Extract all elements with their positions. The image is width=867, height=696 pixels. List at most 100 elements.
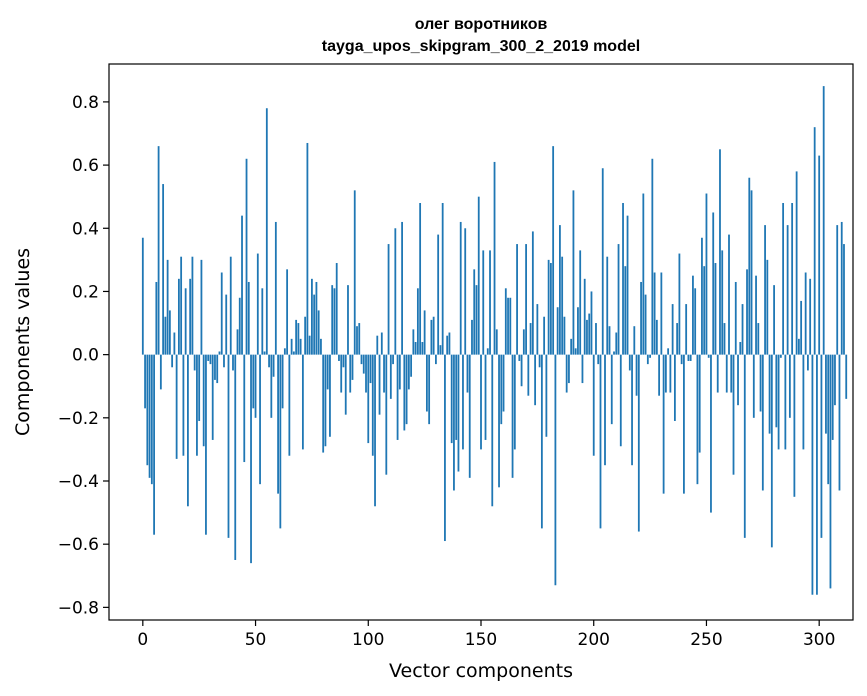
bar <box>369 354 372 384</box>
y-tick-label: 0.8 <box>72 93 99 113</box>
bar <box>455 354 458 440</box>
bar <box>520 354 523 387</box>
bar <box>238 297 241 355</box>
bar <box>367 354 370 444</box>
bar <box>834 354 836 406</box>
bar <box>788 354 791 418</box>
bar <box>457 354 460 472</box>
bar <box>274 221 277 355</box>
bar <box>159 354 162 390</box>
bar <box>412 329 415 355</box>
bar <box>637 354 640 532</box>
bar <box>432 316 435 355</box>
x-tick-label: 0 <box>137 630 148 650</box>
bar <box>800 300 803 355</box>
chart-subtitle: tayga_upos_skipgram_300_2_2019 model <box>322 38 640 55</box>
bar <box>216 354 219 384</box>
bar <box>617 244 620 355</box>
bar <box>220 272 223 355</box>
bar <box>311 278 313 355</box>
bar <box>822 86 825 355</box>
bar <box>773 285 775 355</box>
bar <box>793 354 796 497</box>
bar <box>633 326 636 355</box>
bar <box>755 275 757 355</box>
bar <box>649 354 651 358</box>
bar <box>360 354 363 365</box>
bar <box>734 281 737 355</box>
bar <box>509 297 512 355</box>
bar <box>646 354 649 365</box>
bar <box>252 354 255 409</box>
bar <box>608 326 611 355</box>
bar <box>313 294 316 355</box>
bar <box>563 316 566 355</box>
bar <box>362 354 365 374</box>
bar <box>601 168 604 355</box>
bar <box>689 354 692 361</box>
bar <box>168 310 171 355</box>
bar <box>786 225 789 355</box>
bar <box>155 281 158 355</box>
bar <box>184 288 187 355</box>
bar <box>322 354 325 453</box>
bar <box>743 354 746 538</box>
bar <box>423 310 426 355</box>
bar <box>450 354 453 444</box>
bar <box>701 237 703 355</box>
bar <box>344 354 347 415</box>
bar <box>329 354 331 437</box>
bar <box>687 354 690 361</box>
bar <box>667 348 670 355</box>
bar <box>588 313 591 355</box>
bar <box>716 354 719 393</box>
y-tick-label: −0.6 <box>58 535 99 555</box>
bar <box>306 142 309 355</box>
bar <box>795 171 798 355</box>
bar <box>507 297 509 355</box>
bar <box>797 338 800 355</box>
bar <box>651 158 654 355</box>
bar <box>730 354 733 393</box>
bar <box>635 354 638 396</box>
bar <box>232 354 234 371</box>
bar <box>200 259 203 355</box>
bar <box>396 354 399 440</box>
bar <box>504 288 507 355</box>
x-tick-label: 250 <box>690 630 722 650</box>
bar <box>324 354 327 447</box>
bar <box>547 259 550 355</box>
bar <box>331 285 334 355</box>
bar <box>464 228 467 355</box>
bar <box>247 281 250 355</box>
bar <box>405 354 408 425</box>
x-tick-label: 100 <box>352 630 384 650</box>
bar <box>549 263 552 355</box>
bar <box>229 256 232 355</box>
bar <box>831 354 834 440</box>
bar <box>545 354 548 437</box>
bar <box>380 332 383 355</box>
bar <box>166 259 169 355</box>
x-tick-label: 300 <box>803 630 835 650</box>
bar <box>531 231 534 355</box>
bar <box>802 354 805 450</box>
bar <box>173 332 176 355</box>
bar <box>317 310 320 355</box>
bar <box>347 285 349 355</box>
bar <box>387 244 390 355</box>
bar <box>342 354 345 368</box>
bar <box>437 234 440 355</box>
bar <box>843 244 845 355</box>
bar <box>403 354 406 431</box>
bar <box>543 316 546 355</box>
bar <box>209 354 212 365</box>
bar <box>261 288 264 355</box>
bar <box>340 354 343 393</box>
bar <box>518 354 521 361</box>
bar <box>295 319 298 355</box>
bar <box>394 228 397 355</box>
bar <box>473 269 476 355</box>
bar <box>664 354 667 393</box>
bar <box>615 332 618 355</box>
